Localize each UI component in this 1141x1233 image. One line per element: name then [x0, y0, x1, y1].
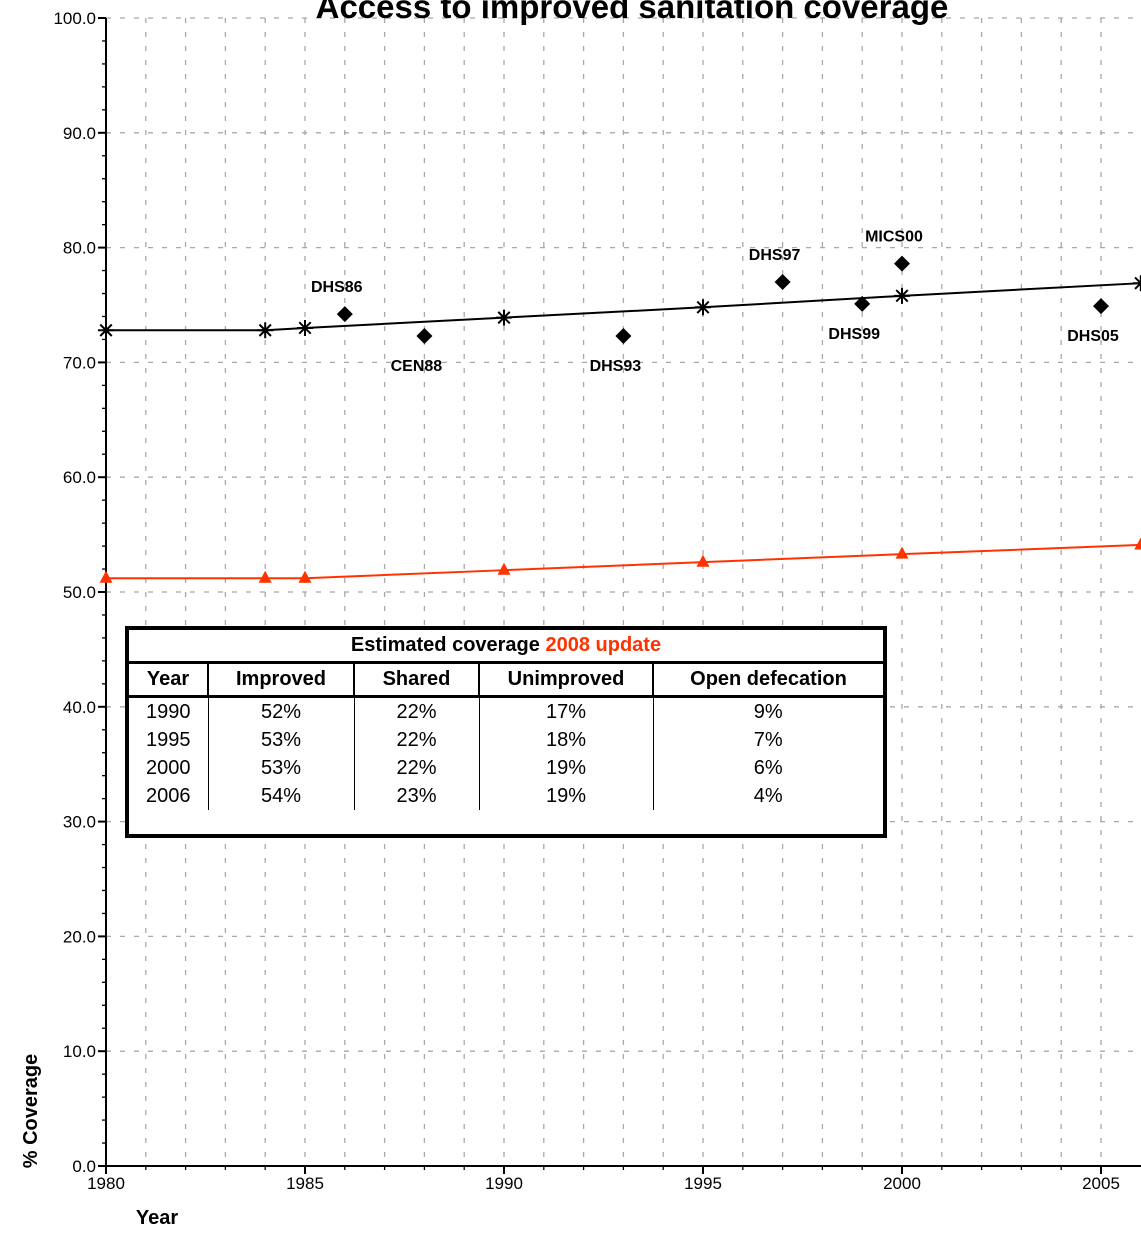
asterisk-marker [1132, 275, 1141, 292]
triangle-marker [99, 570, 113, 583]
table-row: 2006 54% 23% 19% 4% [129, 782, 883, 810]
y-tick-label: 50.0 [63, 583, 96, 602]
table-cell: 6% [753, 756, 783, 779]
series-line-0 [106, 282, 1141, 332]
y-tick-label: 70.0 [63, 353, 96, 372]
table-caption: Estimated coverage 2008 update [129, 630, 883, 664]
col-header-open-defecation: Open defecation [653, 662, 883, 698]
diamond-marker [615, 327, 632, 344]
y-axis-title: % Coverage [20, 1054, 42, 1169]
x-tick-label: 1990 [485, 1174, 523, 1193]
table-row: 1990 52% 22% 17% 9% [129, 696, 883, 726]
asterisk-marker [98, 322, 114, 339]
point-label-dhs93: DHS93 [590, 358, 642, 375]
diamond-marker [1093, 298, 1109, 315]
table-cell: 22% [354, 696, 480, 726]
table-caption-text: Estimated coverage [350, 634, 540, 656]
triangle-marker [895, 546, 909, 559]
triangle-marker [298, 570, 312, 583]
table-cell: 2000 [129, 754, 209, 782]
grid-lines [106, 17, 1141, 1166]
x-tick-label: 2005 [1082, 1174, 1120, 1193]
table-cell: 19% [479, 754, 654, 782]
triangle-marker [497, 562, 511, 575]
triangle-marker [696, 554, 710, 567]
col-header-improved: Improved [208, 662, 355, 698]
table-cell: 53% [208, 754, 355, 782]
triangle-marker [1134, 537, 1141, 550]
x-tick-label: 1985 [286, 1174, 324, 1193]
point-labels: DHS86 CEN88 DHS93 DHS97 DHS99 MICS00 DHS05 [311, 229, 1119, 375]
table-cell: 4% [753, 784, 783, 807]
table-caption-highlight: 2008 update [545, 634, 662, 656]
x-axis-title: Year [136, 1207, 178, 1229]
y-tick-label: 90.0 [63, 124, 96, 143]
table-row: 1995 53% 22% 18% 7% [129, 726, 883, 754]
x-tick-label: 2000 [883, 1174, 921, 1193]
y-tick-label: 20.0 [63, 927, 96, 946]
y-tick-label: 40.0 [63, 698, 96, 717]
table-cell: 1990 [129, 696, 209, 726]
point-label-dhs05: DHS05 [1067, 328, 1119, 345]
chart-title: Access to improved sanitation coverage [316, 0, 949, 25]
asterisk-marker [257, 322, 274, 339]
series-layer [98, 255, 1141, 583]
x-tick-label: 1980 [87, 1174, 125, 1193]
y-tick-label: 60.0 [63, 468, 96, 487]
asterisk-marker [297, 319, 313, 336]
series-line-1 [106, 543, 1141, 580]
estimated-coverage-table: Estimated coverage 2008 update Year Impr… [125, 626, 887, 838]
table-cell: 9% [753, 700, 783, 723]
asterisk-marker [695, 299, 711, 316]
diamond-marker [336, 306, 353, 323]
x-tick-label: 1995 [684, 1174, 722, 1193]
col-header-shared: Shared [354, 662, 480, 698]
diamond-marker [854, 295, 871, 312]
triangle-marker [258, 570, 272, 583]
table-cell: 53% [208, 726, 355, 754]
point-label-dhs86: DHS86 [311, 279, 363, 296]
table-cell: 22% [354, 754, 480, 782]
y-tick-label: 100.0 [53, 9, 96, 28]
point-label-dhs97: DHS97 [749, 247, 801, 264]
y-tick-label: 30.0 [63, 813, 96, 832]
table-cell: 2006 [129, 782, 209, 810]
table-cell: 7% [753, 728, 783, 751]
table-cell: 54% [208, 782, 355, 810]
diamond-marker [774, 274, 791, 291]
diamond-marker [894, 255, 910, 272]
table-cell: 23% [354, 782, 480, 810]
table-cell: 19% [479, 782, 654, 810]
y-tick-label: 0.0 [72, 1157, 96, 1176]
table-cell: 1995 [129, 726, 209, 754]
asterisk-marker [894, 287, 910, 304]
table-row: 2000 53% 22% 19% 6% [129, 754, 883, 782]
point-label-dhs99: DHS99 [828, 326, 880, 343]
y-tick-label: 10.0 [63, 1042, 96, 1061]
table-cell: 22% [354, 726, 480, 754]
col-header-unimproved: Unimproved [479, 662, 654, 698]
y-tick-label: 80.0 [63, 239, 96, 258]
point-label-cen88: CEN88 [391, 358, 443, 375]
axes: 0.0 10.0 20.0 30.0 40.0 50.0 60.0 70.0 80.0 90.0 1… [53, 9, 1141, 1193]
point-label-mics00: MICS00 [865, 229, 923, 246]
table-cell: 18% [479, 726, 654, 754]
diamond-marker [416, 327, 433, 344]
asterisk-marker [496, 309, 512, 326]
table-cell: 17% [479, 696, 654, 726]
col-header-year: Year [129, 662, 209, 698]
table-cell: 52% [208, 696, 355, 726]
